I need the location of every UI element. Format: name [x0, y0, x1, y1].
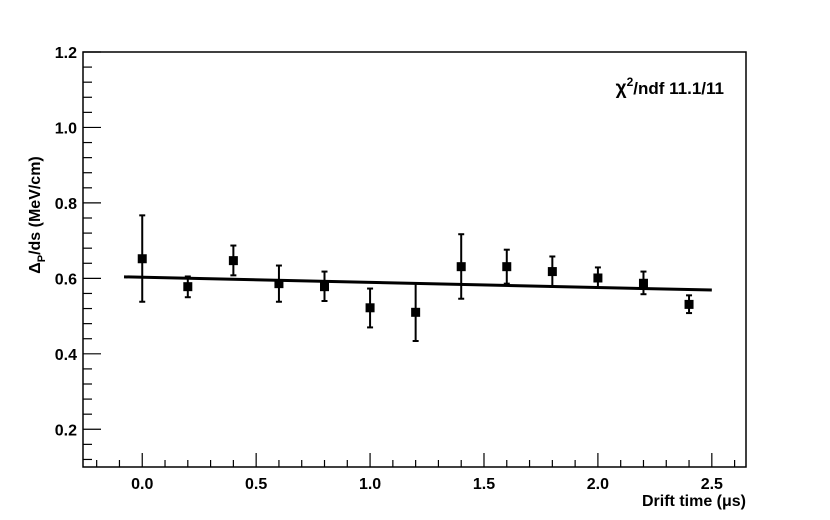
- x-tick-label: 1.0: [359, 476, 381, 493]
- y-tick-label: 1.2: [55, 45, 77, 62]
- data-point: [137, 254, 147, 264]
- y-tick-label: 0.2: [55, 422, 77, 439]
- data-point: [320, 282, 330, 292]
- x-tick-label: 1.5: [473, 476, 495, 493]
- data-point: [183, 282, 193, 292]
- y-tick-label: 0.4: [55, 347, 77, 364]
- plot-frame: [82, 51, 747, 468]
- y-tick-label: 0.6: [55, 271, 77, 288]
- x-axis-title: Drift time (μs): [642, 493, 746, 510]
- data-points: [137, 214, 694, 342]
- y-tick-label: 1.0: [55, 120, 77, 137]
- data-point: [411, 307, 421, 317]
- data-point: [365, 303, 375, 313]
- annotation-chi2: χ2/ndf 11.1/11: [616, 75, 724, 99]
- data-point: [502, 262, 512, 272]
- axis-ticks: [83, 51, 736, 467]
- y-axis-title: ΔP/ds (MeV/cm): [27, 156, 48, 274]
- data-point: [228, 256, 238, 266]
- data-point: [456, 262, 466, 272]
- x-tick-label: 0.0: [131, 476, 153, 493]
- data-point: [593, 273, 603, 283]
- y-tick-label: 0.8: [55, 196, 77, 213]
- data-point: [684, 299, 694, 309]
- x-tick-label: 2.5: [701, 476, 723, 493]
- data-point: [638, 278, 648, 288]
- data-point: [274, 279, 284, 289]
- x-tick-label: 2.0: [587, 476, 609, 493]
- data-point: [547, 267, 557, 277]
- tick-labels: 0.0 0.5 1.0 1.5 2.0 2.5 0.2 0.4 0.6 0.8 1.0 1.2: [55, 45, 723, 493]
- x-tick-label: 0.5: [245, 476, 267, 493]
